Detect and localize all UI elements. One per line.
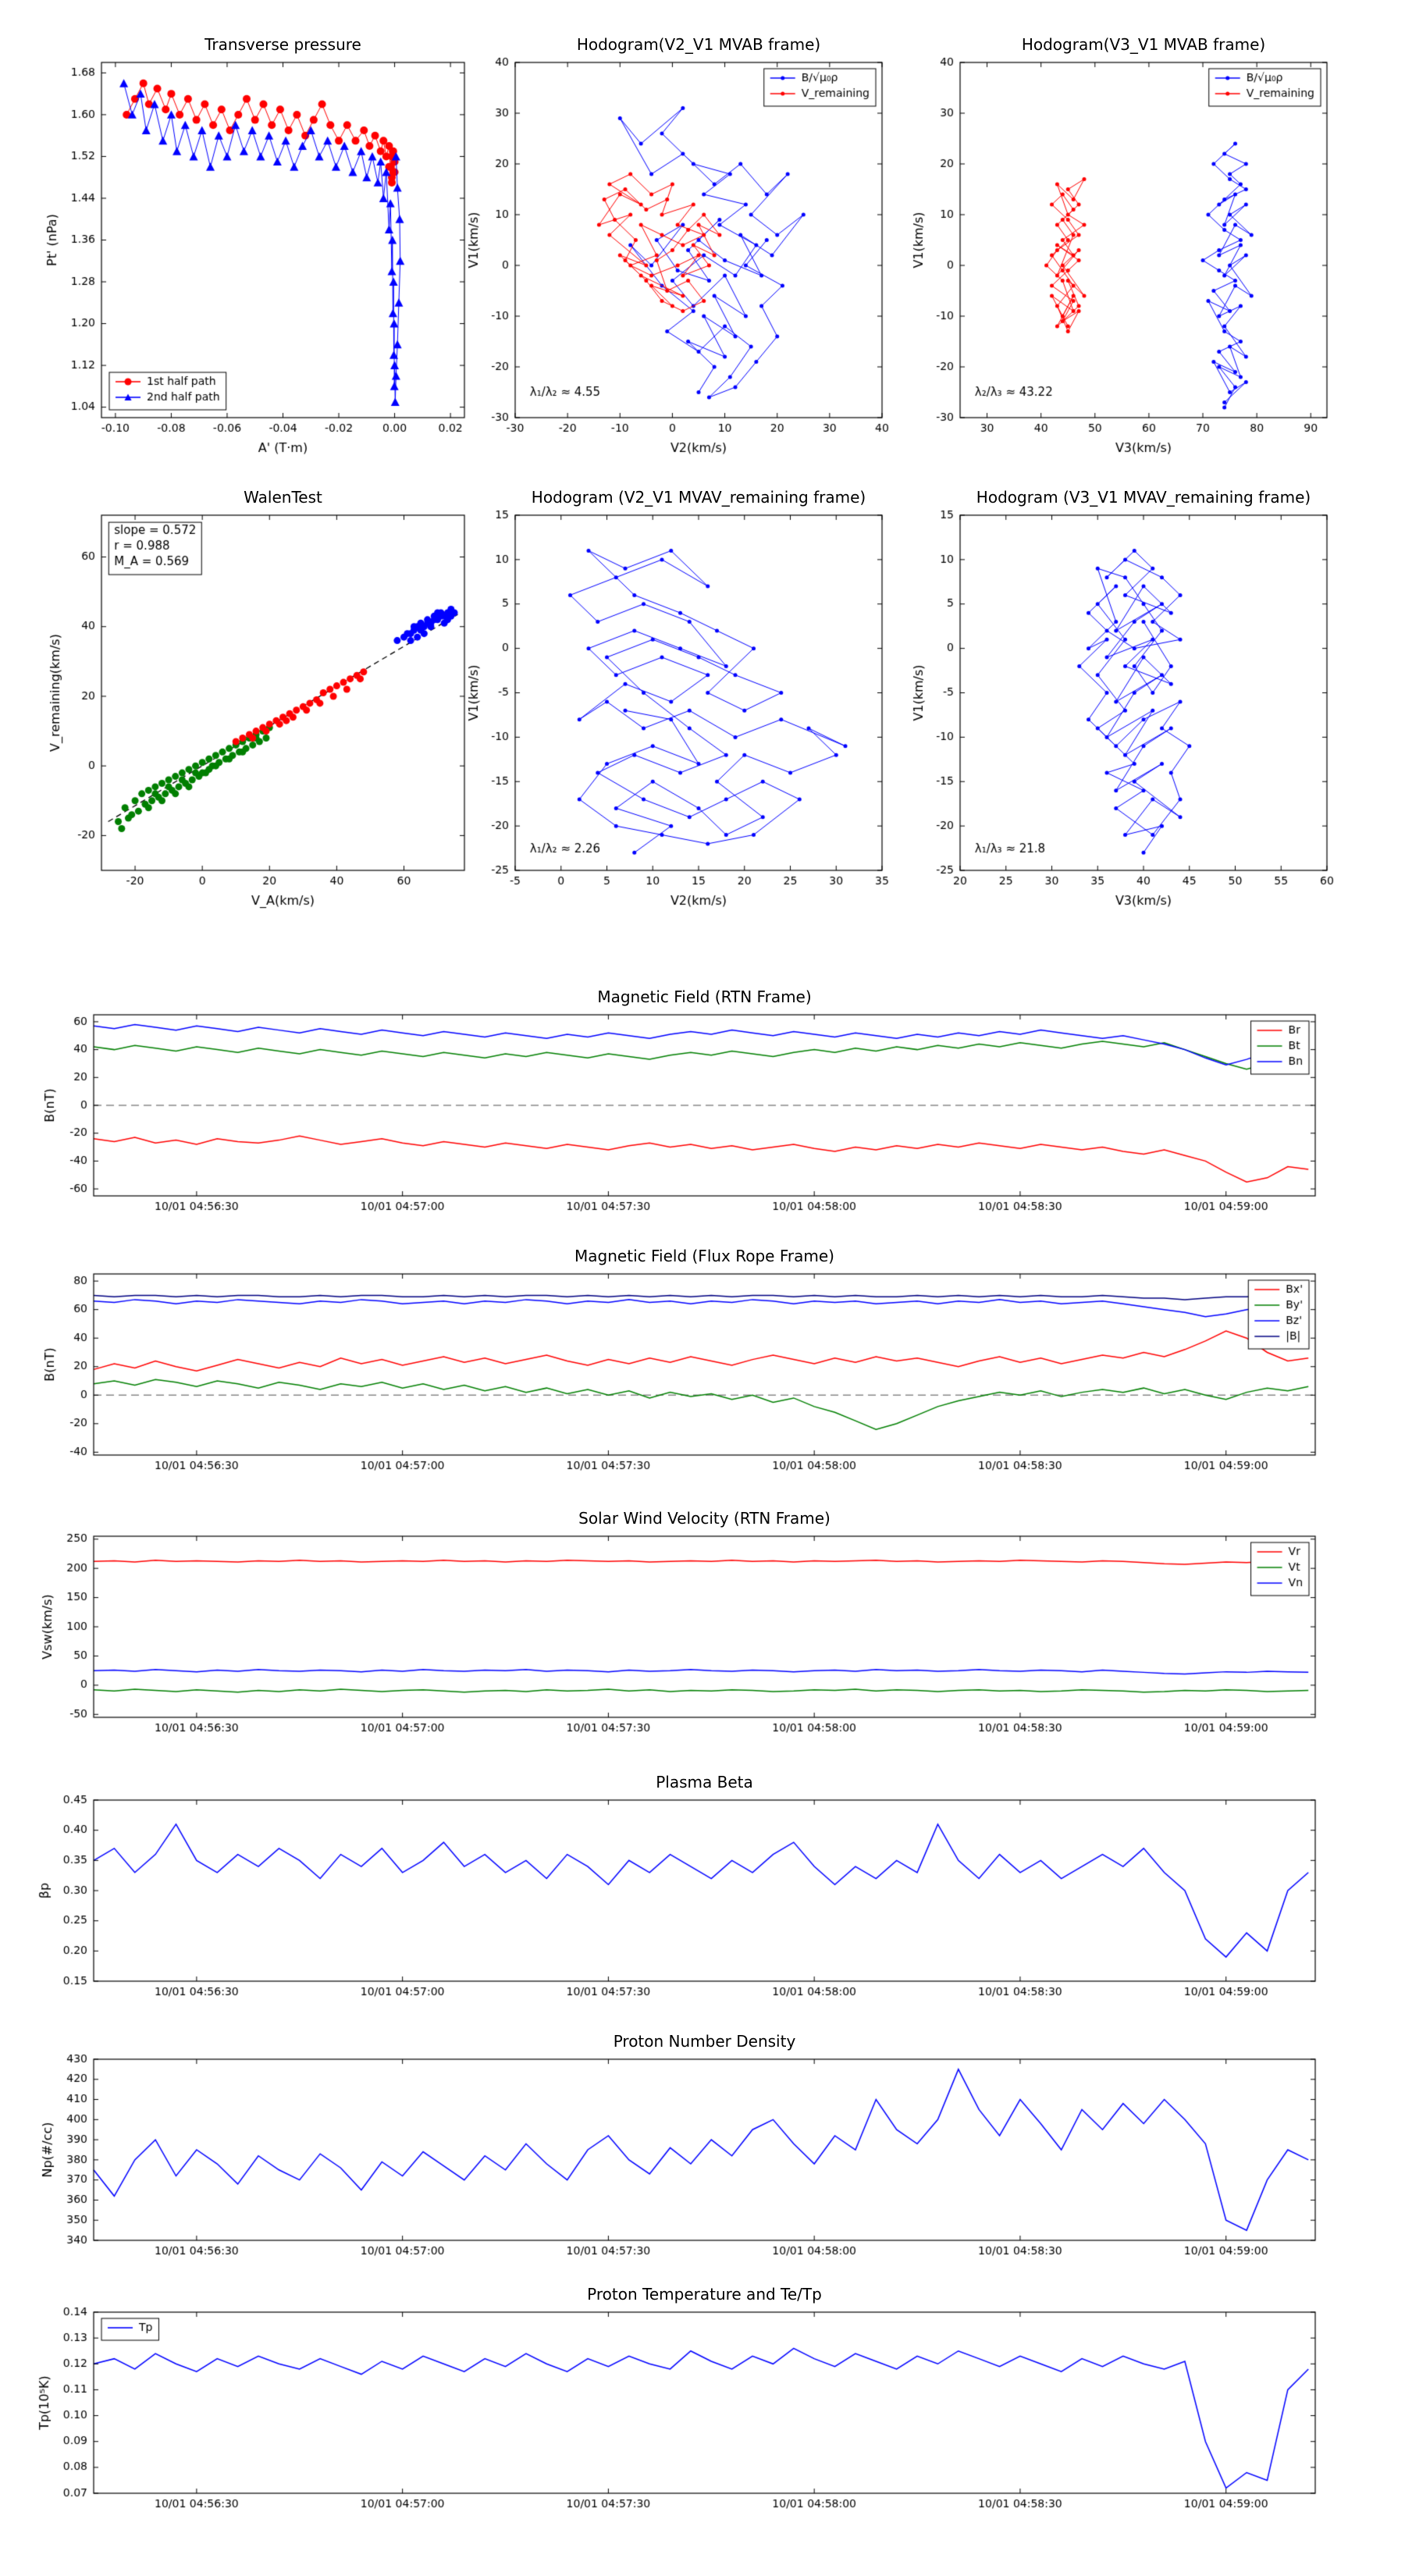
charts-canvas [0, 0, 1405, 2576]
figure: Transverse pressure Hodogram(V2_V1 MVAB … [0, 0, 1405, 2576]
